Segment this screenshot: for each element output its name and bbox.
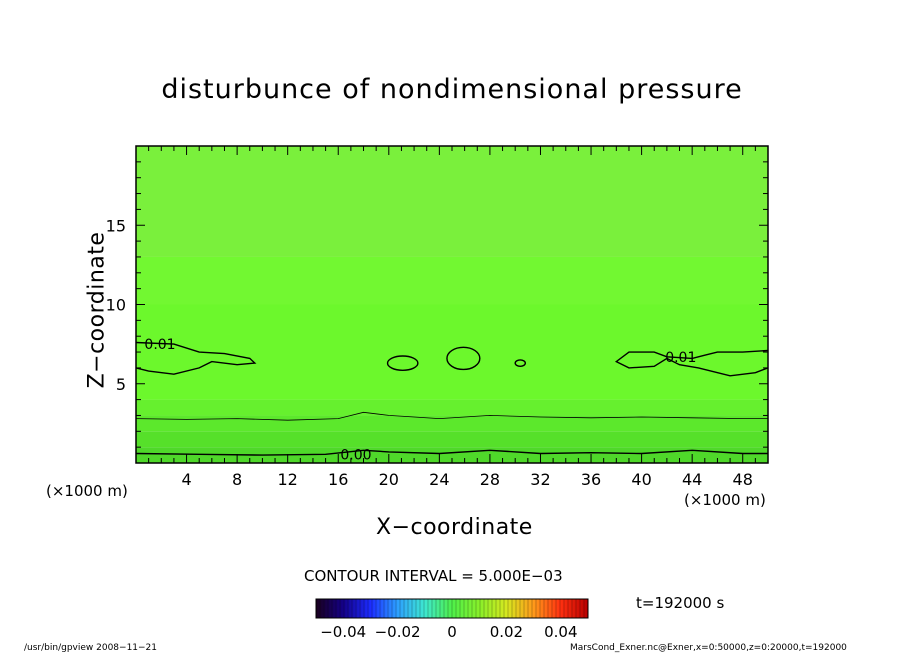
field-band — [136, 447, 768, 463]
contour-interval-label: CONTOUR INTERVAL = 5.000E−03 — [304, 567, 563, 585]
time-label: t=192000 s — [636, 594, 725, 612]
closed-contour — [514, 359, 527, 368]
x-unit-right: (×1000 m) — [684, 491, 766, 509]
y-tick-label: 10 — [106, 296, 126, 315]
colorbar-tick-label: −0.04 — [320, 623, 366, 641]
x-tick-label: 8 — [232, 470, 242, 489]
x-tick-label: 4 — [181, 470, 191, 489]
chart-title: disturbunce of nondimensional pressure — [161, 74, 743, 105]
x-tick-label: 20 — [379, 470, 399, 489]
contour-lines: 0.01 0.01 0.00 — [136, 337, 768, 463]
colorbar: −0.04 −0.02 0 0.02 0.04 — [315, 598, 589, 641]
y-tick-label: 5 — [116, 375, 126, 394]
x-tick-label: 28 — [480, 470, 500, 489]
y-tick-label: 15 — [106, 216, 126, 235]
x-tick-label: 24 — [429, 470, 449, 489]
field-band — [136, 415, 768, 432]
colorbar-tick-label: 0 — [447, 623, 457, 641]
field-band — [136, 399, 768, 416]
closed-contour — [386, 355, 419, 371]
x-tick-label: 48 — [733, 470, 753, 489]
x-tick-label: 36 — [581, 470, 601, 489]
footer-source: MarsCond_Exner.nc@Exner,x=0:50000,z=0:20… — [570, 643, 847, 653]
x-tick-label: 12 — [278, 470, 298, 489]
contour-label: 0.01 — [144, 337, 175, 353]
x-unit-left: (×1000 m) — [46, 482, 128, 500]
contour-line — [136, 341, 257, 375]
contour-label: 0.00 — [340, 447, 371, 463]
contour-line — [136, 449, 768, 456]
colorbar-tick-label: 0.02 — [490, 623, 523, 641]
field-bands — [136, 146, 768, 463]
contour-line — [614, 349, 768, 377]
contour-label: 0.01 — [665, 350, 696, 366]
footer-command: /usr/bin/gpview 2008−11−21 — [24, 643, 158, 653]
x-tick-label: 16 — [328, 470, 348, 489]
field-band — [136, 431, 768, 448]
colorbar-tick-label: −0.02 — [375, 623, 421, 641]
plot-axes — [135, 145, 769, 464]
contour-line — [136, 411, 768, 421]
field-band — [136, 304, 768, 400]
x-tick-label: 44 — [682, 470, 702, 489]
closed-contour — [446, 346, 481, 371]
field-band — [136, 256, 768, 305]
field-band — [136, 146, 768, 257]
x-tick-label: 32 — [530, 470, 550, 489]
x-tick-label: 40 — [631, 470, 651, 489]
colorbar-tick-label: 0.04 — [544, 623, 577, 641]
x-axis-label: X−coordinate — [376, 515, 533, 540]
